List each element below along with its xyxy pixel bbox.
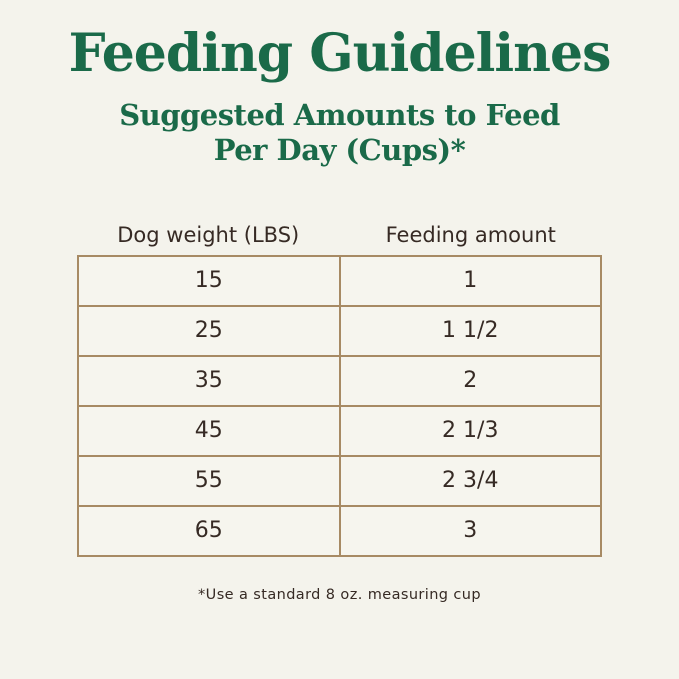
- subtitle-line-1: Suggested Amounts to Feed: [119, 97, 560, 132]
- dog-weight-value: 25: [79, 306, 341, 355]
- column-header-feeding-amount: Feeding amount: [385, 222, 556, 247]
- subtitle-line-2: Per Day (Cups)*: [213, 133, 466, 168]
- table-row: 35 2: [79, 354, 600, 405]
- column-header-dog-weight: Dog weight (LBS): [117, 222, 300, 247]
- page-title: Feeding Guidelines: [68, 23, 612, 84]
- dog-weight-value: 45: [79, 406, 341, 455]
- feeding-amount-value: 1 1/2: [442, 318, 499, 344]
- dog-weight-value: 15: [79, 256, 341, 305]
- measuring-cup-footnote: *Use a standard 8 oz. measuring cup: [198, 586, 481, 603]
- table-row: 45 2 1/3: [79, 404, 600, 455]
- feeding-amount-value: 2 3/4: [442, 468, 499, 494]
- feeding-amount-value: 2: [463, 368, 478, 394]
- dog-weight-value: 65: [79, 506, 341, 555]
- dog-weight-value: 35: [79, 356, 341, 405]
- table-row: 15 1: [79, 256, 600, 305]
- feeding-amount-value: 2 1/3: [442, 418, 499, 444]
- table-column-headers: Dog weight (LBS) Feeding amount: [77, 223, 602, 255]
- dog-weight-value: 55: [79, 456, 341, 505]
- table-row: 55 2 3/4: [79, 454, 600, 505]
- table-row: 25 1 1/2: [79, 304, 600, 355]
- feeding-amount-value: 3: [463, 518, 478, 544]
- feeding-table: 15 1 25 1 1/2 35 2 45 2 1/3 55 2 3/4 65 …: [77, 254, 602, 557]
- page-subtitle: Suggested Amounts to Feed Per Day (Cups)…: [119, 98, 560, 169]
- table-row: 65 3: [79, 504, 600, 555]
- feeding-amount-value: 1: [463, 268, 478, 294]
